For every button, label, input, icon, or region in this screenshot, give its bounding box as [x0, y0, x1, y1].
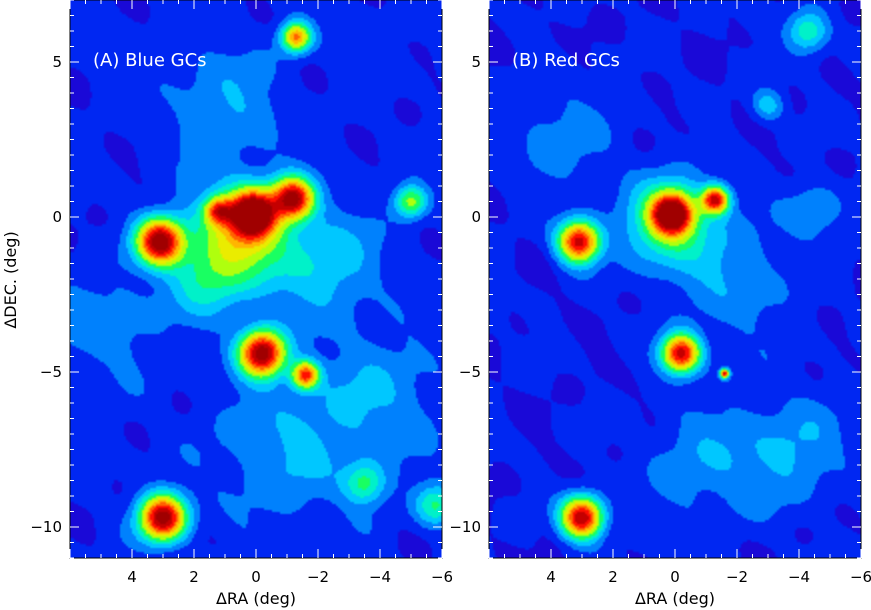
- x-tick-label: 0: [251, 568, 261, 586]
- y-tick-label: 0: [471, 208, 481, 226]
- x-tick-label: 4: [127, 568, 137, 586]
- y-tick-label: 5: [52, 53, 62, 71]
- x-tick-label: −6: [431, 568, 453, 586]
- x-tick-label: 2: [189, 568, 199, 586]
- density-map: [70, 0, 442, 558]
- x-axis-title: ΔRA (deg): [635, 589, 715, 608]
- y-tick-label: −5: [40, 363, 62, 381]
- y-tick-label: −10: [30, 518, 62, 536]
- y-tick-label: −5: [459, 363, 481, 381]
- x-tick-label: 0: [670, 568, 680, 586]
- x-tick-label: −2: [307, 568, 329, 586]
- y-axis-title: ΔDEC. (deg): [1, 231, 20, 328]
- x-tick-label: −2: [726, 568, 748, 586]
- y-tick-label: 0: [52, 208, 62, 226]
- x-tick-label: 2: [608, 568, 618, 586]
- tick-marks: [69, 0, 443, 559]
- x-tick-label: −6: [850, 568, 871, 586]
- panel-red-gcs: (B) Red GCs ΔRA (deg): [488, 0, 862, 608]
- density-map: [489, 0, 861, 558]
- y-tick-label: 5: [471, 53, 481, 71]
- x-tick-label: −4: [788, 568, 810, 586]
- panel-title: (A) Blue GCs: [93, 50, 207, 71]
- x-tick-label: −4: [369, 568, 391, 586]
- x-tick-label: 4: [546, 568, 556, 586]
- x-axis-title: ΔRA (deg): [216, 589, 296, 608]
- panel-blue-gcs: (A) Blue GCs ΔRA (deg): [69, 0, 443, 608]
- tick-marks: [488, 0, 862, 559]
- panel-title: (B) Red GCs: [512, 50, 620, 71]
- y-tick-label: −10: [449, 518, 481, 536]
